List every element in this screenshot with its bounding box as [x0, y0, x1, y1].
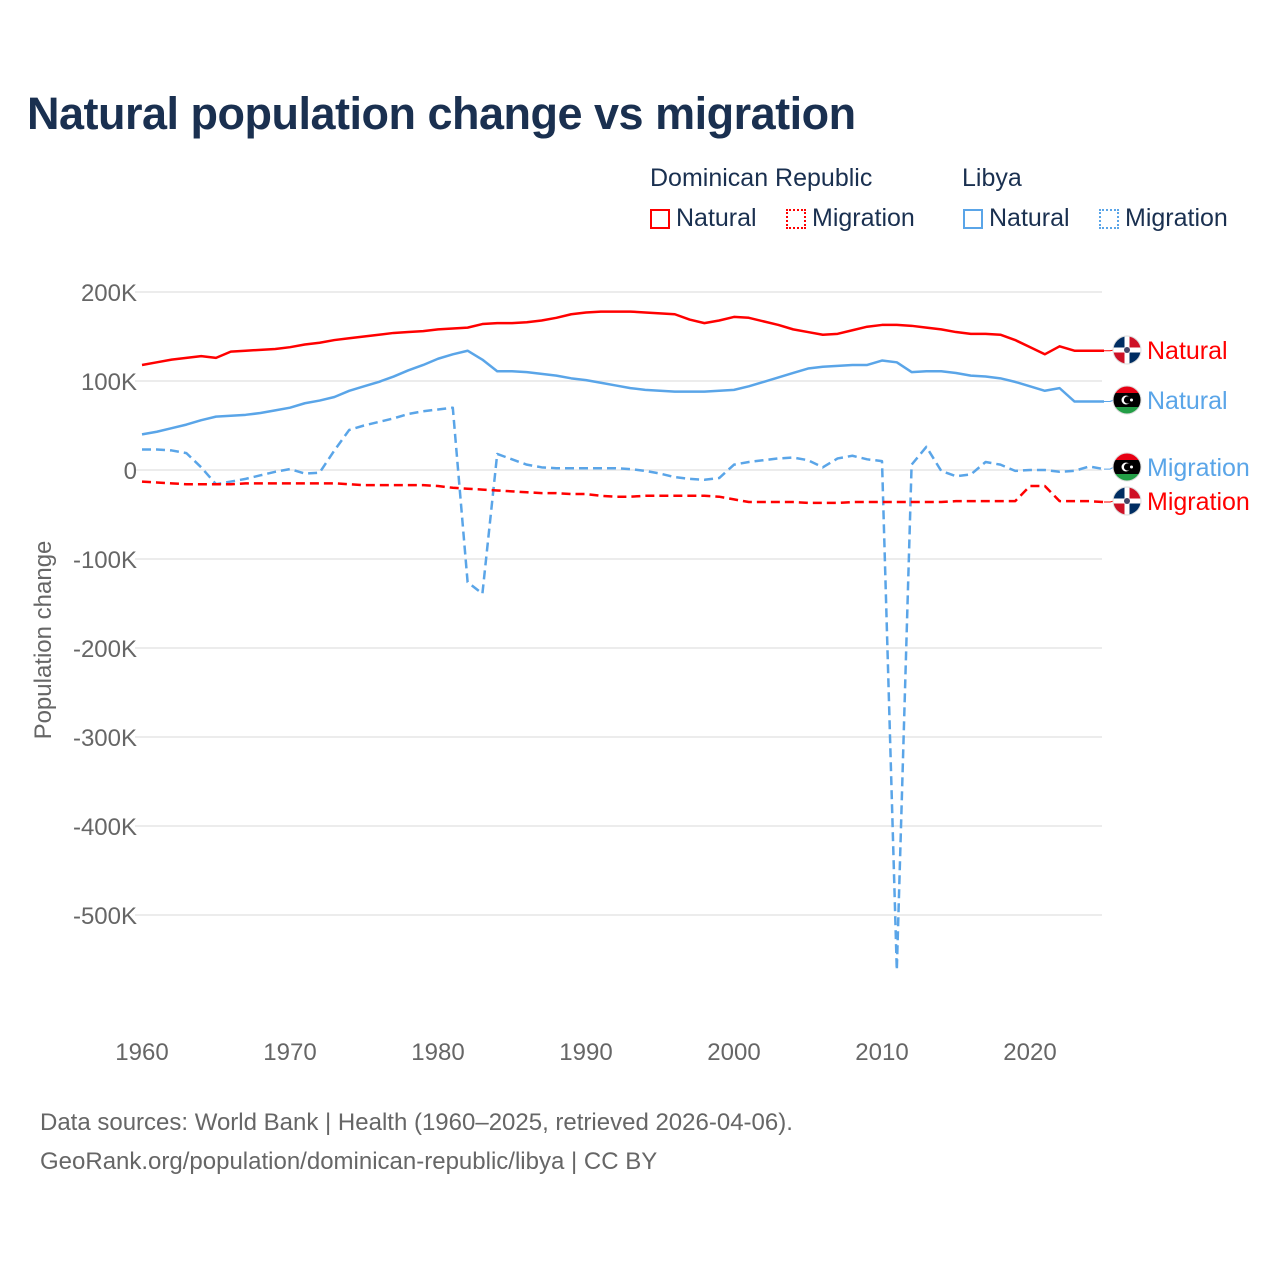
series-end-label: Migration: [1147, 488, 1250, 516]
legend-group-libya: Libya: [962, 164, 1022, 192]
libya-flag-icon: [1112, 385, 1142, 415]
y-tick-label: -100K: [73, 547, 137, 574]
series-line-libya-migration: [142, 406, 1105, 972]
flag-body: [1113, 336, 1141, 364]
flag-border: [1112, 452, 1142, 482]
footer-link[interactable]: GeoRank.org/population/dominican-republi…: [40, 1148, 658, 1175]
flag-border: [1112, 385, 1142, 415]
legend-label: Migration: [1125, 204, 1228, 232]
y-tick-label: 0: [124, 458, 137, 485]
x-tick-label: 2000: [707, 1039, 760, 1066]
series-line-dominican-republic-natural: [141, 310, 1104, 367]
solid-swatch-icon: [650, 208, 670, 229]
label-leader-line: [1104, 399, 1115, 402]
legend-label: Natural: [676, 204, 757, 232]
flag-body: [1113, 386, 1141, 414]
libya-flag-icon: [1112, 452, 1142, 482]
star: [1130, 465, 1133, 469]
label-leader-line: [1104, 466, 1115, 470]
x-tick-label: 1970: [263, 1039, 316, 1066]
y-tick-label: -300K: [73, 725, 137, 752]
x-tick-label: 1980: [411, 1039, 464, 1066]
dominican-republic-flag-icon: [1112, 486, 1142, 516]
legend-libya-natural[interactable]: Natural: [963, 204, 1070, 233]
legend-label: Migration: [812, 204, 915, 232]
footer-source: Data sources: World Bank | Health (1960–…: [40, 1109, 793, 1136]
label-leader-line: [1104, 349, 1115, 352]
y-tick-label: 200K: [81, 280, 137, 307]
crescent-cut: [1123, 396, 1132, 404]
y-tick-label: -500K: [73, 903, 137, 930]
flag-emblem: [1124, 347, 1130, 353]
x-tick-label: 2010: [855, 1039, 908, 1066]
x-tick-label: 2020: [1003, 1039, 1056, 1066]
dotted-swatch-icon: [786, 208, 806, 229]
flag-emblem: [1124, 498, 1130, 504]
series-line-dominican-republic-migration: [141, 480, 1105, 505]
series-end-label: Natural: [1147, 387, 1228, 415]
legend-libya-migration[interactable]: Migration: [1099, 204, 1228, 233]
y-tick-label: -200K: [73, 636, 137, 663]
chart-title: Natural population change vs migration: [27, 88, 856, 139]
x-tick-label: 1960: [115, 1039, 168, 1066]
flag-stripe: [1113, 453, 1141, 460]
flag-stripe: [1113, 474, 1141, 481]
flag-stripe: [1113, 407, 1141, 414]
x-tick-label: 1990: [559, 1039, 612, 1066]
flag-border: [1112, 335, 1142, 365]
solid-swatch-icon: [963, 208, 983, 229]
flag-stripe: [1113, 386, 1141, 393]
legend-dr-migration[interactable]: Migration: [786, 204, 915, 233]
flag-body: [1113, 453, 1141, 481]
legend-dr-natural[interactable]: Natural: [650, 204, 757, 233]
series-end-label: Natural: [1147, 337, 1228, 365]
star: [1130, 398, 1133, 402]
y-tick-label: 100K: [81, 369, 137, 396]
y-axis-label: Population change: [30, 541, 57, 740]
legend-label: Natural: [989, 204, 1070, 232]
dominican-republic-flag-icon: [1112, 335, 1142, 365]
dotted-swatch-icon: [1099, 208, 1119, 229]
label-leader-line: [1104, 500, 1115, 503]
y-tick-label: -400K: [73, 814, 137, 841]
legend-group-dominican-republic: Dominican Republic: [650, 164, 873, 192]
flag-border: [1112, 486, 1142, 516]
crescent-cut: [1123, 463, 1132, 471]
series-line-libya-natural: [141, 349, 1104, 436]
flag-body: [1113, 487, 1141, 515]
series-end-label: Migration: [1147, 454, 1250, 482]
